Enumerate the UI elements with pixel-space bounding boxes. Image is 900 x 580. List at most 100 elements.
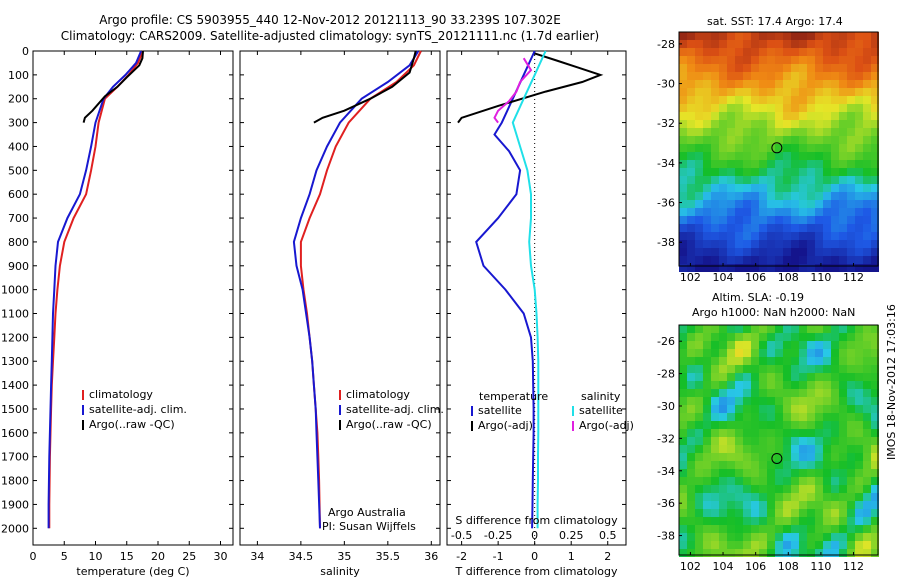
map-cell	[727, 256, 735, 264]
map-cell	[783, 168, 791, 176]
map-cell	[783, 469, 791, 477]
map-cell	[711, 397, 719, 405]
map-cell	[847, 72, 855, 80]
map-cell	[703, 445, 711, 453]
map-cell	[871, 421, 879, 429]
map-cell	[807, 477, 815, 485]
map-cell	[735, 200, 743, 208]
map-cell	[847, 429, 855, 437]
map-cell	[695, 48, 703, 56]
map-cell	[679, 413, 687, 421]
map-cell	[807, 333, 815, 341]
map-cell	[743, 96, 751, 104]
map-cell	[871, 413, 879, 421]
map-y-tick-label: -34	[657, 157, 675, 170]
map-cell	[719, 256, 727, 264]
map-cell	[839, 357, 847, 365]
map-cell	[831, 256, 839, 264]
map-cell	[791, 72, 799, 80]
map-cell	[871, 104, 879, 112]
map-cell	[695, 72, 703, 80]
map-cell	[807, 192, 815, 200]
map-cell	[863, 485, 871, 493]
map-cell	[695, 421, 703, 429]
map-cell	[695, 469, 703, 477]
map-cell	[727, 549, 735, 557]
map-cell	[791, 461, 799, 469]
map-cell	[823, 104, 831, 112]
map-cell	[831, 240, 839, 248]
map-cell	[735, 421, 743, 429]
map-cell	[711, 176, 719, 184]
map-cell	[735, 509, 743, 517]
map-cell	[807, 517, 815, 525]
map-cell	[847, 405, 855, 413]
map-cell	[719, 224, 727, 232]
map-cell	[751, 357, 759, 365]
map-cell	[751, 517, 759, 525]
map-cell	[839, 493, 847, 501]
map-cell	[823, 80, 831, 88]
map-cell	[679, 224, 687, 232]
map-cell	[783, 349, 791, 357]
map-cell	[807, 80, 815, 88]
map-cell	[711, 152, 719, 160]
map-cell	[695, 333, 703, 341]
map-cell	[767, 144, 775, 152]
map-cell	[791, 112, 799, 120]
map-cell	[855, 541, 863, 549]
x-tick-label: 25	[182, 550, 196, 563]
map-cell	[775, 373, 783, 381]
map-cell	[695, 341, 703, 349]
map-cell	[751, 509, 759, 517]
map-cell	[687, 541, 695, 549]
map-cell	[791, 445, 799, 453]
map-cell	[815, 381, 823, 389]
map-cell	[831, 56, 839, 64]
map-cell	[711, 437, 719, 445]
map-cell	[775, 160, 783, 168]
map-cell	[871, 493, 879, 501]
map-cell	[719, 136, 727, 144]
map-cell	[839, 533, 847, 541]
map-cell	[735, 224, 743, 232]
series-line	[313, 50, 417, 124]
map-cell	[807, 429, 815, 437]
map-cell	[767, 184, 775, 192]
map-cell	[703, 120, 711, 128]
map-cell	[799, 525, 807, 533]
map-cell	[679, 421, 687, 429]
map-cell	[767, 248, 775, 256]
map-cell	[703, 421, 711, 429]
map-cell	[783, 501, 791, 509]
depth-tick-label: 0	[22, 45, 29, 58]
map-cell	[823, 373, 831, 381]
x-axis-label: T difference from climatology	[455, 565, 618, 578]
map-cell	[687, 413, 695, 421]
map-cell	[751, 112, 759, 120]
map-cell	[719, 525, 727, 533]
map-cell	[767, 445, 775, 453]
map-cell	[863, 160, 871, 168]
map-cell	[815, 168, 823, 176]
map-cell	[855, 389, 863, 397]
map-cell	[871, 184, 879, 192]
map-cell	[743, 56, 751, 64]
map-cell	[719, 413, 727, 421]
map-cell	[863, 517, 871, 525]
map-cell	[815, 72, 823, 80]
map-cell	[735, 477, 743, 485]
map-cell	[719, 357, 727, 365]
map-cell	[743, 365, 751, 373]
map-cell	[727, 333, 735, 341]
map-cell	[679, 533, 687, 541]
map-cell	[831, 397, 839, 405]
map-cell	[855, 264, 863, 272]
map-cell	[871, 176, 879, 184]
map-cell	[775, 104, 783, 112]
map-cell	[727, 128, 735, 136]
map-cell	[815, 96, 823, 104]
map-cell	[711, 389, 719, 397]
map-cell	[839, 445, 847, 453]
map-cell	[863, 493, 871, 501]
